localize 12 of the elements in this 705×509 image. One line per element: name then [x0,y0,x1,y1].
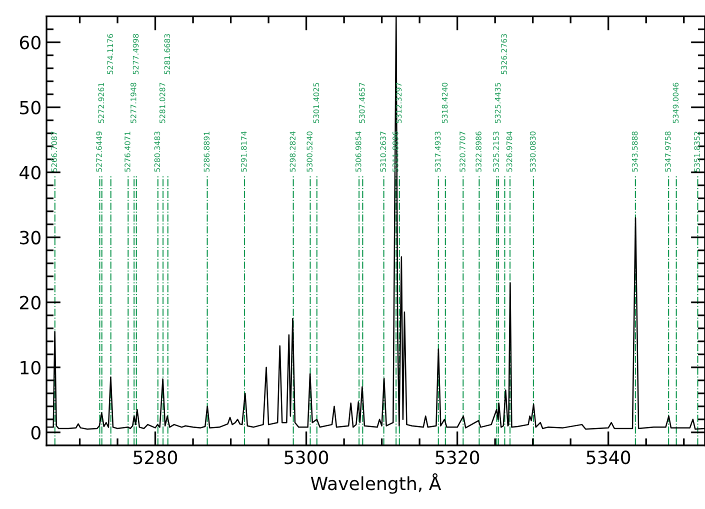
y-tick-label: 60 [20,36,40,50]
x-tick-label: 5280 [134,450,178,464]
y-tick-label: 50 [20,100,40,114]
x-tick-label: 5320 [436,450,480,464]
y-tick-label: 20 [20,296,40,310]
x-tick-label: 5340 [586,450,630,464]
x-axis-title: Wavelength, Å [310,473,442,494]
y-tick-label: 10 [20,360,40,374]
y-tick-label: 40 [20,166,40,180]
x-tick-label: 5300 [284,450,328,464]
y-tick-label: 0 [31,426,40,440]
y-tick-label: 30 [20,230,40,244]
